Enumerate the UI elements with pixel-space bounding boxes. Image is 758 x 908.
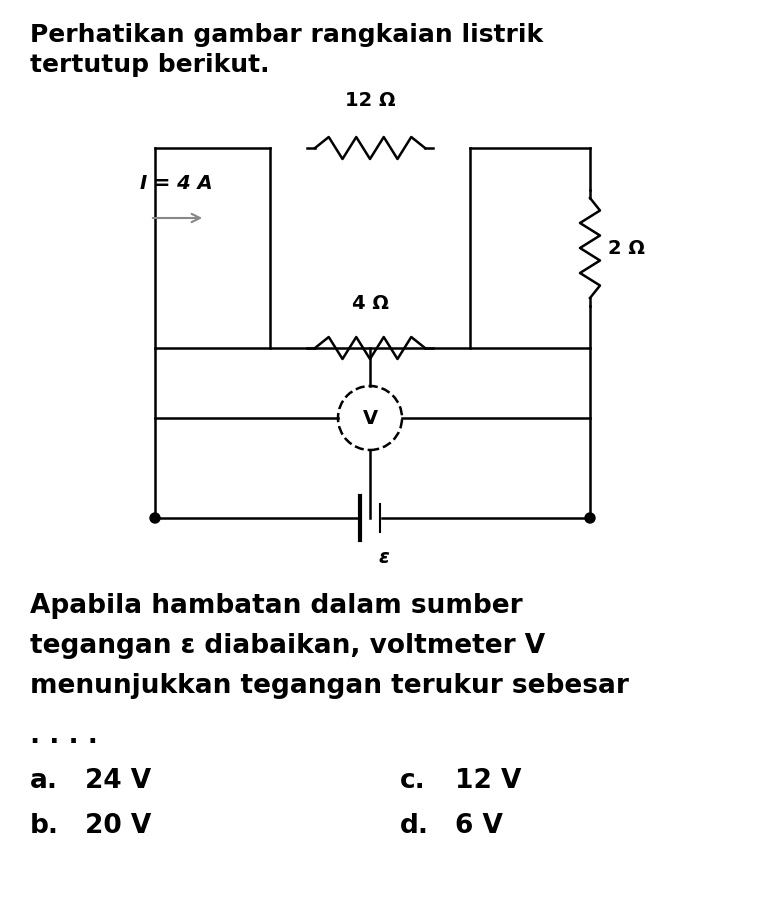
- Text: 20 V: 20 V: [85, 813, 152, 839]
- Text: c.: c.: [400, 768, 426, 794]
- Text: 12 V: 12 V: [455, 768, 522, 794]
- Text: b.: b.: [30, 813, 59, 839]
- Text: tertutup berikut.: tertutup berikut.: [30, 53, 270, 77]
- Text: 4 Ω: 4 Ω: [352, 294, 388, 313]
- Text: d.: d.: [400, 813, 429, 839]
- Text: menunjukkan tegangan terukur sebesar: menunjukkan tegangan terukur sebesar: [30, 673, 629, 699]
- Text: a.: a.: [30, 768, 58, 794]
- Text: V: V: [362, 409, 377, 428]
- Text: 2 Ω: 2 Ω: [608, 239, 645, 258]
- Text: 24 V: 24 V: [85, 768, 151, 794]
- Text: Perhatikan gambar rangkaian listrik: Perhatikan gambar rangkaian listrik: [30, 23, 543, 47]
- Text: . . . .: . . . .: [30, 723, 98, 749]
- Circle shape: [585, 513, 595, 523]
- Text: Apabila hambatan dalam sumber: Apabila hambatan dalam sumber: [30, 593, 522, 619]
- Text: 12 Ω: 12 Ω: [345, 91, 395, 110]
- Text: I = 4 A: I = 4 A: [140, 174, 213, 193]
- Text: tegangan ε diabaikan, voltmeter V: tegangan ε diabaikan, voltmeter V: [30, 633, 545, 659]
- Text: 6 V: 6 V: [455, 813, 503, 839]
- Circle shape: [150, 513, 160, 523]
- Text: ε: ε: [378, 548, 389, 567]
